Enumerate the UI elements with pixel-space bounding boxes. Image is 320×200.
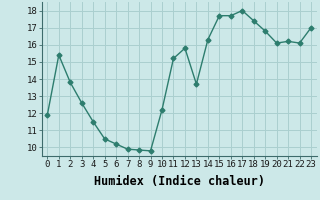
X-axis label: Humidex (Indice chaleur): Humidex (Indice chaleur) <box>94 175 265 188</box>
